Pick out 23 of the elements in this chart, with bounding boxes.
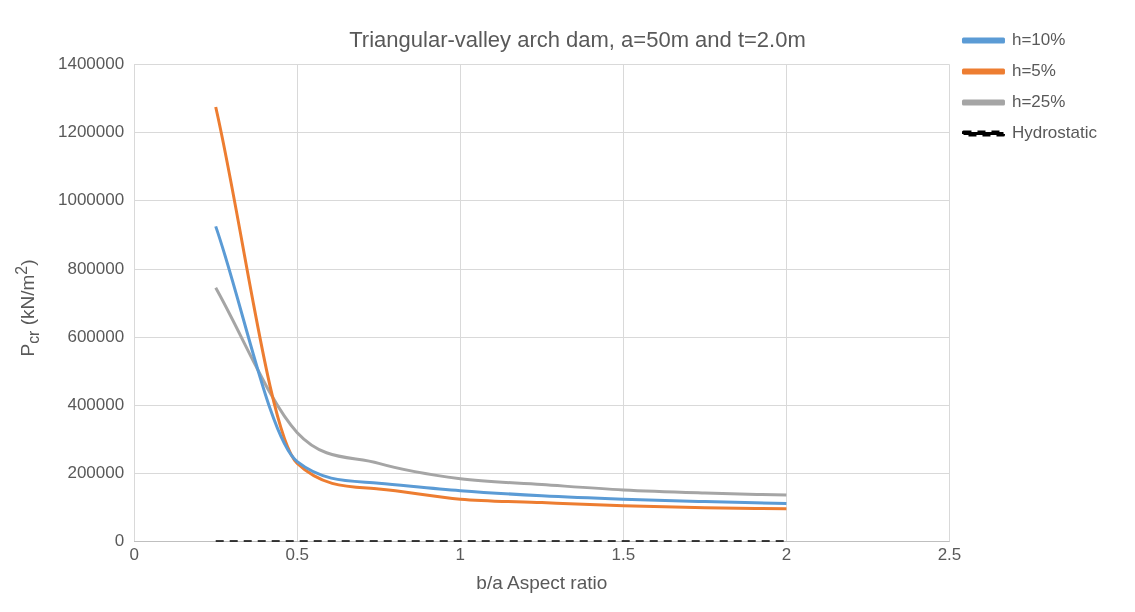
y-tick-label: 1000000: [57, 190, 125, 210]
legend-label: Hydrostatic: [1011, 123, 1098, 143]
legend-label: h=25%: [1011, 92, 1066, 112]
x-tick-label: 1: [455, 544, 466, 564]
legend-label: h=5%: [1011, 61, 1056, 81]
x-tick-label: 0: [129, 544, 139, 564]
line-series: [214, 105, 788, 511]
y-tick-label: 400000: [67, 395, 125, 415]
y-tick-label: 600000: [67, 326, 125, 346]
x-tick-label: 0.5: [285, 544, 310, 564]
y-tick-label: 800000: [67, 258, 125, 278]
x-tick-label: 1.5: [611, 544, 636, 564]
y-tick-label: 1400000: [57, 54, 125, 74]
line-series: [214, 224, 788, 506]
legend-label: h=10%: [1011, 30, 1066, 50]
y-tick-label: 1200000: [57, 122, 125, 142]
y-tick-label: 200000: [67, 463, 125, 483]
y-tick-label: 0: [114, 531, 125, 551]
x-tick-label: 2: [781, 544, 792, 564]
x-tick-label: 2.5: [937, 544, 962, 564]
line-series: [214, 286, 788, 497]
x-axis-title: b/a Aspect ratio: [476, 571, 608, 593]
chart-title: Triangular-valley arch dam, a=50m and t=2.0m: [349, 27, 806, 53]
